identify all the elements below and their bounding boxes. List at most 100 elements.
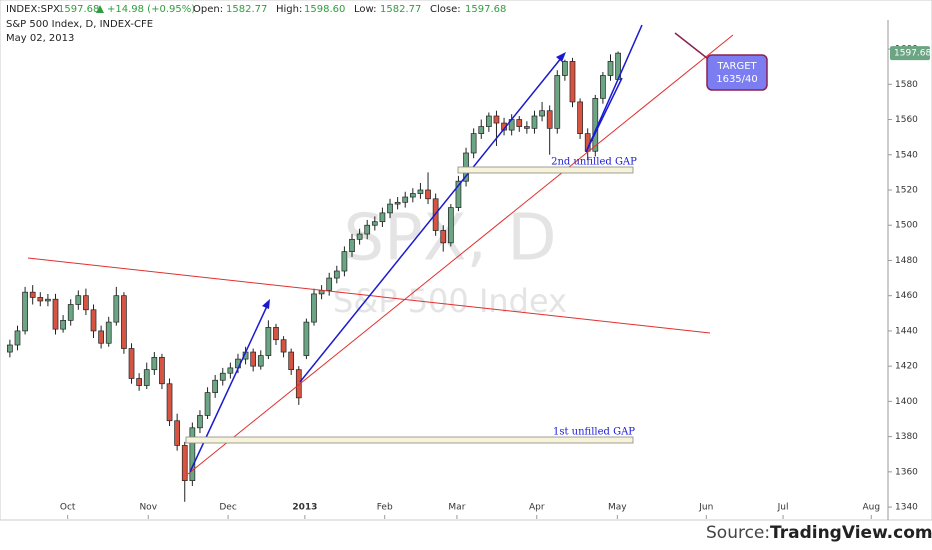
candle-body (250, 351, 257, 367)
candle-body (447, 207, 454, 244)
x-tick-label: Feb (377, 503, 393, 513)
x-tick-label: Aug (862, 503, 880, 513)
target-text: TARGET (716, 61, 757, 72)
y-tick-label: 1380 (895, 432, 918, 442)
trendline (585, 77, 623, 153)
candle-body (67, 304, 74, 321)
candle-body (136, 378, 142, 386)
close-value: 1597.68 (465, 4, 506, 15)
candle-body (592, 98, 599, 152)
candle-body (113, 295, 120, 323)
candle-body (394, 201, 401, 205)
candle-body (227, 367, 234, 374)
up-arrow-icon (96, 5, 104, 13)
last-price-label: 1597.68 (894, 49, 931, 59)
candle-body (524, 126, 530, 129)
y-tick-label: 1420 (895, 362, 918, 372)
gap-label: 1st unfilled GAP (553, 427, 635, 438)
candle-body (554, 75, 561, 129)
candle-body (159, 356, 165, 385)
y-tick-label: 1480 (895, 256, 918, 266)
x-tick-label: Jul (777, 503, 789, 513)
candle-body (539, 110, 545, 117)
candle-body (600, 75, 606, 99)
candle-body (531, 115, 538, 129)
candle-body (204, 392, 211, 416)
candle-body (83, 295, 89, 311)
target-callout (706, 54, 768, 91)
description: S&P 500 Index, D, INDEX-CFE (6, 19, 153, 30)
candle-body (121, 295, 127, 349)
candle-body (75, 295, 82, 305)
candle-body (326, 277, 333, 291)
candle-body (371, 221, 378, 226)
x-tick-label: Mar (448, 503, 465, 513)
x-tick-label: Apr (529, 503, 545, 513)
candle-body (341, 251, 348, 272)
candle-body (417, 189, 424, 194)
candle-body (166, 383, 173, 422)
y-tick-label: 1400 (895, 397, 918, 407)
candle-body (311, 293, 317, 323)
arrow-line (299, 56, 563, 383)
candle-body (197, 415, 203, 429)
x-tick-label: Oct (60, 503, 76, 513)
candle-body (516, 119, 523, 127)
plot-area (7, 51, 621, 502)
last-price-marker (890, 46, 930, 61)
x-tick-label: Nov (139, 503, 157, 513)
candle-body (349, 238, 355, 252)
candle-body (212, 379, 219, 393)
arrow-head (556, 52, 566, 62)
candle-body (98, 330, 104, 344)
x-tick-label: Jun (698, 503, 713, 513)
date: May 02, 2013 (6, 33, 74, 44)
candle-body (105, 321, 112, 344)
candle-body (288, 351, 295, 371)
y-tick-label: 1500 (895, 221, 918, 231)
y-tick-label: 1360 (895, 467, 918, 477)
candle-body (333, 270, 340, 279)
candle-body (45, 298, 51, 302)
candle-body (273, 327, 279, 341)
high-label: High: (276, 4, 302, 15)
candle-body (29, 291, 36, 298)
candle-body (562, 61, 568, 76)
x-tick-label: Dec (219, 503, 236, 513)
candle-body (265, 327, 272, 356)
candle-body (151, 356, 158, 371)
candle-body (14, 330, 21, 346)
candle-body (425, 189, 431, 200)
chart-frame (0, 0, 932, 521)
candle-body (143, 369, 150, 386)
y-tick-label: 1340 (895, 503, 918, 513)
candle-body (478, 126, 485, 134)
callout-pointer (674, 32, 713, 63)
low-label: Low: (354, 4, 377, 15)
gap-label: 2nd unfilled GAP (551, 157, 637, 168)
last-price: 1597.68 (58, 4, 99, 15)
y-tick-label: 1460 (895, 291, 918, 301)
source-label: Source: (706, 523, 770, 543)
arrow-head (262, 299, 270, 309)
watermark-name: S&P 500 Index (333, 282, 567, 320)
candle-body (7, 344, 13, 353)
candle-body (189, 427, 196, 481)
y-tick-label: 1440 (895, 326, 918, 336)
gap-box (457, 166, 634, 174)
high-value: 1598.60 (304, 4, 345, 15)
candle-body (569, 61, 576, 103)
x-tick-label: May (608, 503, 627, 513)
trendline (585, 24, 643, 153)
candle-body (52, 298, 59, 330)
candle-body (455, 180, 462, 208)
candle-body (387, 203, 393, 214)
candle-body (364, 224, 371, 235)
candle-body (486, 115, 492, 127)
candle-body (379, 212, 386, 223)
close-label: Close: (430, 4, 461, 15)
candle-body (37, 297, 44, 302)
source-name: TradingView.com (770, 523, 932, 543)
